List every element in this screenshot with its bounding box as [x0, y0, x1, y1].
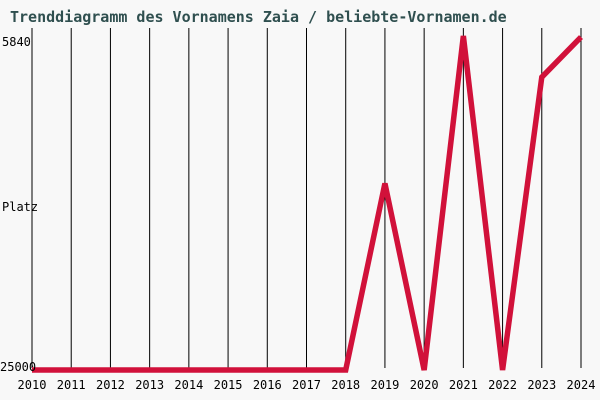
- x-tick-label-2016: 2016: [252, 378, 282, 392]
- y-axis-tick-worst: 25000: [0, 360, 37, 374]
- y-axis-title: Platz: [2, 200, 39, 214]
- x-tick-label-2013: 2013: [135, 378, 165, 392]
- x-tick-label-2014: 2014: [174, 378, 204, 392]
- year-gridlines: [31, 28, 582, 368]
- x-tick-label-2024: 2024: [566, 378, 596, 392]
- x-tick-label-2011: 2011: [56, 378, 86, 392]
- x-tick-label-2017: 2017: [292, 378, 321, 392]
- x-tick-label-2015: 2015: [213, 378, 243, 392]
- x-tick-label-2022: 2022: [488, 378, 518, 392]
- x-tick-label-2012: 2012: [95, 378, 125, 392]
- y-axis-tick-best: 5840: [2, 35, 31, 49]
- chart-title: Trenddiagramm des Vornamens Zaia / belie…: [10, 8, 507, 26]
- x-tick-label-2023: 2023: [527, 378, 557, 392]
- x-tick-label-2019: 2019: [370, 378, 400, 392]
- x-tick-label-2018: 2018: [331, 378, 361, 392]
- x-tick-label-2021: 2021: [448, 378, 478, 392]
- x-tick-label-2020: 2020: [409, 378, 439, 392]
- trend-line: [32, 35, 583, 373]
- x-tick-label-2010: 2010: [17, 378, 47, 392]
